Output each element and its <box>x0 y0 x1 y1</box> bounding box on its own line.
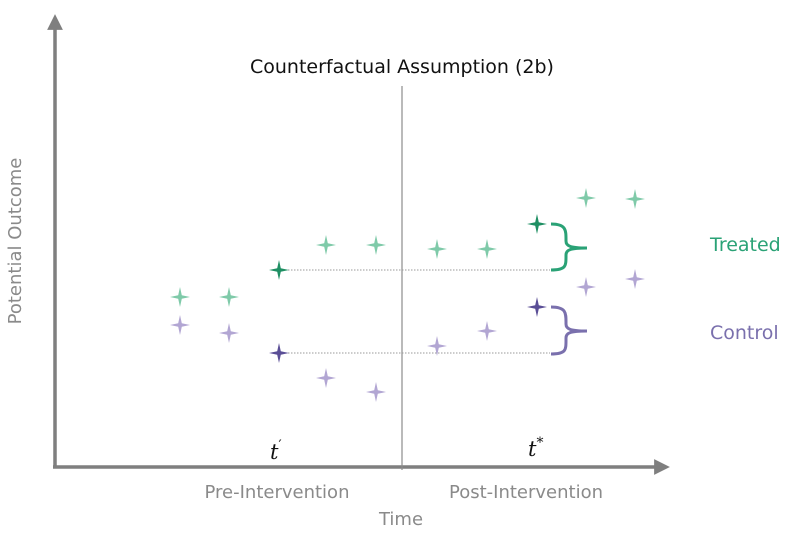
treated-point-star-icon <box>316 235 336 255</box>
pre-intervention-label: Pre-Intervention <box>205 482 350 503</box>
control-point-star-icon <box>625 269 645 289</box>
control-label: Control <box>710 322 779 344</box>
control-point-star-icon <box>477 321 497 341</box>
control-point-star-icon <box>170 315 190 335</box>
treated-curly-brace-icon <box>550 222 588 272</box>
treated-label: Treated <box>709 234 781 256</box>
treated-point-highlight-star-icon <box>527 214 547 234</box>
x-axis-label: Time <box>378 509 423 530</box>
treated-point-star-icon <box>170 287 190 307</box>
treated-point-star-icon <box>427 239 447 259</box>
treated-point-star-icon <box>576 188 596 208</box>
treated-point-star-icon <box>366 235 386 255</box>
y-axis-label: Potential Outcome <box>5 158 26 325</box>
t-star-label: t* <box>528 435 543 461</box>
control-point-highlight-star-icon <box>269 343 289 363</box>
treated-point-star-icon <box>625 189 645 209</box>
t-prime-base: t <box>270 440 279 464</box>
t-star-base: t <box>528 437 537 461</box>
t-prime-superscript: ′ <box>278 438 281 454</box>
treated-point-star-icon <box>477 239 497 259</box>
treated-point-star-icon <box>219 287 239 307</box>
control-point-highlight-star-icon <box>527 297 547 317</box>
diagram-title: Counterfactual Assumption (2b) <box>250 56 554 78</box>
control-point-star-icon <box>219 323 239 343</box>
treated-point-highlight-star-icon <box>269 260 289 280</box>
control-curly-brace-icon <box>550 305 588 356</box>
post-intervention-label: Post-Intervention <box>449 482 603 503</box>
t-prime-label: t′ <box>270 438 282 464</box>
data-points <box>170 188 645 402</box>
control-point-star-icon <box>316 368 336 388</box>
t-star-superscript: * <box>536 435 543 451</box>
control-point-star-icon <box>427 336 447 356</box>
control-point-star-icon <box>366 382 386 402</box>
control-point-star-icon <box>576 277 596 297</box>
